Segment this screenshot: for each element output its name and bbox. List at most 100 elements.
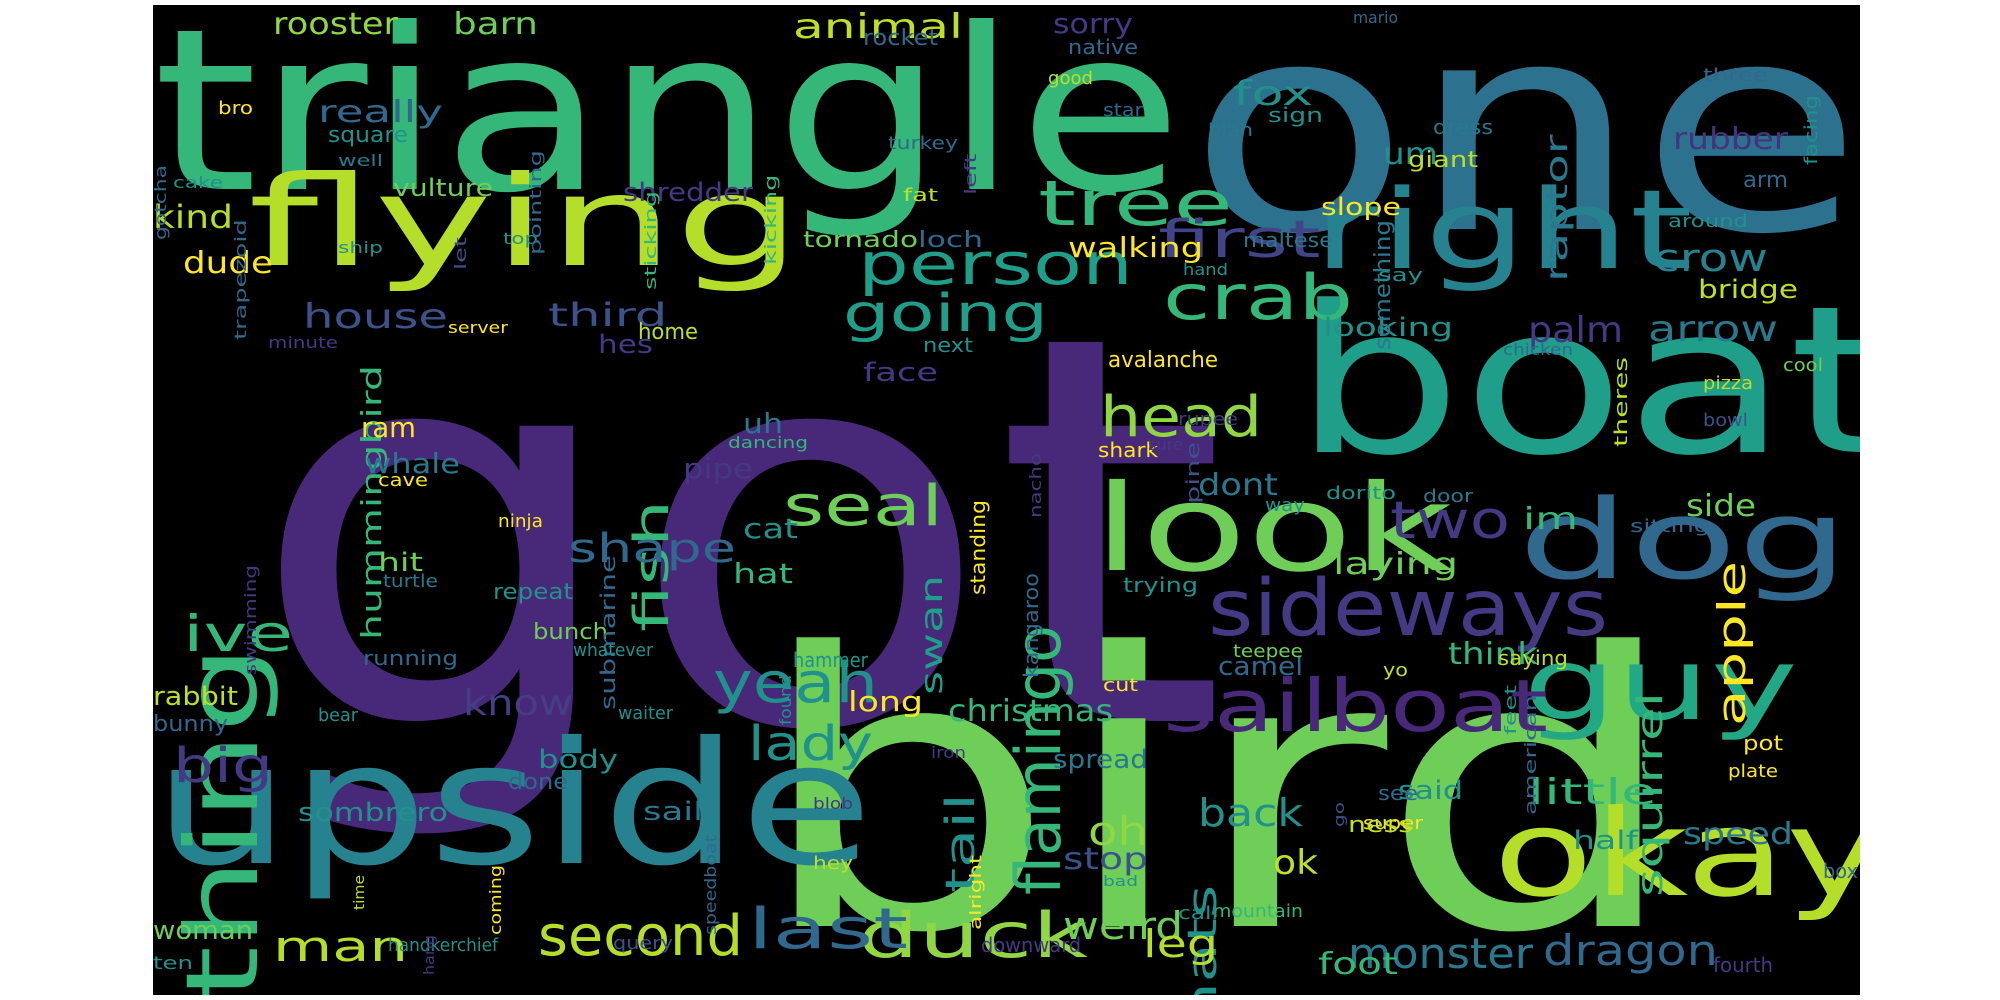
cloud-word: seal [783, 474, 944, 539]
cloud-word: really [318, 95, 444, 130]
cloud-word: see [1378, 781, 1419, 805]
cloud-word: got [248, 221, 1228, 849]
cloud-word: native [1068, 35, 1139, 59]
cloud-word: pipe [683, 452, 754, 485]
cloud-word: dog [1518, 476, 1850, 604]
cloud-word: sail [643, 797, 704, 827]
cloud-word: query [613, 933, 674, 954]
cloud-word: camel [1218, 652, 1304, 682]
cloud-word: arm [1743, 168, 1789, 193]
cloud-word: way [1265, 495, 1306, 516]
cloud-word: yeah [713, 651, 879, 716]
cloud-word: sure [1148, 435, 1183, 454]
cloud-word: boat [1293, 263, 1860, 501]
cloud-word: kangaroo [1019, 572, 1043, 678]
cloud-word: little [1528, 772, 1657, 813]
cloud-word: dorito [1326, 483, 1397, 504]
cloud-word: server [448, 318, 509, 337]
cloud-word: slope [1321, 193, 1402, 221]
cloud-word: uh [743, 407, 784, 440]
cloud-word: three [1703, 65, 1769, 86]
cloud-word: found [776, 675, 795, 725]
cloud-word: mario [1353, 8, 1399, 27]
cloud-word: home [638, 320, 699, 345]
cloud-word: cut [1103, 675, 1139, 696]
cloud-word: look [1093, 460, 1454, 599]
cloud-word: trying [1123, 573, 1199, 597]
cloud-word: dancing [728, 433, 808, 452]
cloud-word: sailboat [1163, 664, 1549, 748]
cloud-word: lady [748, 716, 873, 772]
cloud-word: back [1198, 791, 1304, 835]
cloud-word: im [1523, 502, 1578, 537]
cloud-word: ninja [498, 511, 543, 532]
cloud-word: trapezoid [231, 219, 250, 340]
cloud-word: christmas [948, 694, 1114, 729]
cloud-word: house [303, 297, 448, 337]
cloud-word: first [1158, 210, 1321, 270]
cloud-word: repeat [493, 580, 574, 605]
cloud-word: blob [813, 794, 854, 813]
cloud-word: theres [1611, 356, 1632, 447]
cloud-word: coming [486, 865, 505, 935]
cloud-word: rabbit [153, 682, 238, 712]
cloud-word: tree [1038, 167, 1233, 240]
cloud-word: american [1521, 695, 1540, 815]
cloud-word: giant [1408, 148, 1479, 173]
cloud-word: shape [568, 526, 737, 572]
cloud-word: nacho [1026, 453, 1045, 518]
cloud-word: flying [248, 150, 802, 295]
cloud-word: standing [966, 500, 990, 595]
cloud-word: raptor [1540, 134, 1575, 282]
cloud-word: okay [1493, 785, 1860, 924]
cloud-word: weird [1063, 904, 1184, 948]
cloud-word: dude [183, 246, 273, 281]
cloud-word: waiter [618, 703, 674, 724]
cloud-word: minute [268, 333, 338, 352]
cloud-word: whatever [573, 640, 654, 661]
cloud-word: man [273, 922, 408, 971]
cloud-word: bowl [1703, 410, 1748, 431]
cloud-word: duck [858, 899, 1088, 972]
cloud-word: one [1188, 5, 1860, 298]
cloud-word: speedboat [701, 835, 720, 935]
cloud-word: avalanche [1108, 348, 1219, 373]
cloud-word: fat [903, 185, 939, 206]
cloud-word: hey [813, 853, 854, 874]
cloud-word: said [1398, 776, 1464, 806]
cloud-word: think [1448, 637, 1538, 672]
cloud-word: rupee [1178, 409, 1238, 430]
cloud-word: bridge [1698, 275, 1799, 305]
cloud-word: hes [598, 330, 654, 360]
cloud-word: arrow [1648, 309, 1778, 350]
cloud-word: side [1686, 489, 1757, 524]
cloud-word: barn [453, 7, 538, 42]
cloud-word: yo [1383, 660, 1409, 681]
cloud-word: spread [1053, 745, 1148, 775]
cloud-word: pointing [526, 150, 545, 255]
cloud-word: chicken [1503, 340, 1573, 359]
cloud-word: turkey [888, 133, 958, 154]
cloud-word: time [352, 874, 368, 910]
cloud-word: upside [153, 706, 874, 904]
cloud-word: person [858, 230, 1133, 298]
cloud-word: next [923, 333, 973, 357]
cloud-word: sticking [641, 191, 660, 290]
cloud-word: feet [1501, 684, 1520, 735]
cloud-word: dress [1433, 115, 1494, 139]
cloud-word: sideways [1208, 564, 1609, 654]
cloud-word: third [548, 296, 668, 334]
cloud-word: crow [1653, 236, 1769, 280]
cloud-word: crab [1163, 261, 1354, 334]
cloud-word: right [1313, 166, 1693, 294]
cloud-word: kind [153, 198, 233, 236]
cloud-word: whale [365, 447, 460, 480]
cloud-word: running [363, 646, 459, 670]
word-cloud: got bird one triangle boat upside flying dog rig… [153, 5, 1860, 995]
cloud-word: bird [753, 573, 1684, 995]
cloud-word: two [1390, 491, 1511, 551]
cloud-word: hang [422, 934, 438, 975]
cloud-word: ram [361, 411, 417, 444]
cloud-word: stop [1063, 842, 1149, 877]
cloud-word: hat [733, 557, 794, 590]
